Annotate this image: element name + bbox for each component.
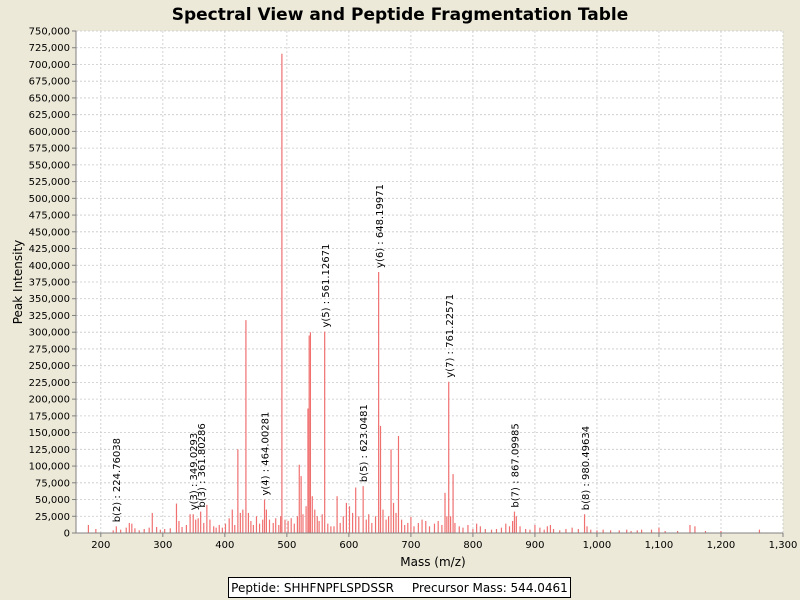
y-tick-label: 725,000 bbox=[29, 43, 70, 54]
y-tick-label: 225,000 bbox=[29, 378, 70, 389]
y-tick-label: 50,000 bbox=[35, 495, 70, 506]
x-tick-label: 700 bbox=[401, 540, 420, 551]
x-tick-label: 500 bbox=[277, 540, 296, 551]
fragment-label: b(3) : 361.80286 bbox=[197, 423, 208, 507]
y-tick-label: 575,000 bbox=[29, 144, 70, 155]
peptide-info-box: Peptide: SHHFNPFLSPDSSR Precursor Mass: … bbox=[228, 577, 571, 598]
y-axis-ticks: 0 25,000 50,000 75,000 100,000 125,000 150,000… bbox=[29, 27, 76, 540]
y-tick-label: 25,000 bbox=[35, 512, 70, 523]
x-axis-ticks: 200 300 400 500 600 700 800 900 1,000 1,100 1,200 1… bbox=[91, 533, 797, 551]
y-tick-label: 300,000 bbox=[29, 328, 70, 339]
y-tick-label: 750,000 bbox=[29, 27, 70, 38]
x-tick-label: 400 bbox=[215, 540, 234, 551]
x-tick-label: 900 bbox=[525, 540, 544, 551]
x-tick-label: 1,200 bbox=[707, 540, 736, 551]
y-tick-label: 400,000 bbox=[29, 261, 70, 272]
grid-lines bbox=[76, 30, 784, 533]
precursor-mass-label: Precursor Mass: 544.0461 bbox=[411, 580, 568, 595]
y-tick-label: 625,000 bbox=[29, 110, 70, 121]
y-tick-label: 375,000 bbox=[29, 278, 70, 289]
y-tick-label: 700,000 bbox=[29, 60, 70, 71]
x-tick-label: 800 bbox=[463, 540, 482, 551]
fragment-label: b(7) : 867.09985 bbox=[511, 423, 522, 507]
chart-title: Spectral View and Peptide Fragmentation … bbox=[172, 5, 629, 25]
y-tick-label: 425,000 bbox=[29, 244, 70, 255]
y-tick-label: 275,000 bbox=[29, 344, 70, 355]
fragment-label: b(2) : 224.76038 bbox=[112, 438, 123, 522]
fragment-label: y(6) : 648.19971 bbox=[375, 184, 386, 268]
y-tick-label: 250,000 bbox=[29, 361, 70, 372]
y-tick-label: 525,000 bbox=[29, 177, 70, 188]
y-tick-label: 550,000 bbox=[29, 160, 70, 171]
x-tick-label: 300 bbox=[153, 540, 172, 551]
y-tick-label: 0 bbox=[64, 529, 70, 540]
y-tick-label: 600,000 bbox=[29, 127, 70, 138]
y-tick-label: 175,000 bbox=[29, 411, 70, 422]
y-tick-label: 100,000 bbox=[29, 462, 70, 473]
y-tick-label: 200,000 bbox=[29, 395, 70, 406]
y-tick-label: 125,000 bbox=[29, 445, 70, 456]
x-tick-label: 600 bbox=[339, 540, 358, 551]
y-tick-label: 500,000 bbox=[29, 194, 70, 205]
y-tick-label: 325,000 bbox=[29, 311, 70, 322]
x-axis-label: Mass (m/z) bbox=[400, 555, 465, 569]
y-tick-label: 150,000 bbox=[29, 428, 70, 439]
x-tick-label: 1,100 bbox=[645, 540, 674, 551]
y-tick-label: 475,000 bbox=[29, 211, 70, 222]
y-tick-label: 650,000 bbox=[29, 93, 70, 104]
x-tick-label: 200 bbox=[91, 540, 110, 551]
y-tick-label: 350,000 bbox=[29, 294, 70, 305]
peak-series bbox=[87, 53, 761, 533]
peptide-label: Peptide: SHHFNPFLSPDSSR bbox=[231, 580, 394, 595]
fragment-label: y(5) : 561.12671 bbox=[321, 244, 332, 328]
fragment-label: y(3) : 349.0293 bbox=[189, 433, 200, 511]
y-tick-label: 75,000 bbox=[35, 478, 70, 489]
x-tick-label: 1,000 bbox=[583, 540, 612, 551]
y-tick-label: 450,000 bbox=[29, 227, 70, 238]
fragment-label: y(7) : 761.22571 bbox=[445, 294, 456, 378]
fragment-label: b(8) : 980.49634 bbox=[581, 426, 592, 510]
x-tick-label: 1,300 bbox=[769, 540, 798, 551]
y-tick-label: 675,000 bbox=[29, 77, 70, 88]
fragment-label: y(4) : 464.00281 bbox=[261, 412, 272, 496]
y-axis-label: Peak Intensity bbox=[11, 240, 25, 325]
fragment-label: b(5) : 623.0481 bbox=[359, 404, 370, 482]
